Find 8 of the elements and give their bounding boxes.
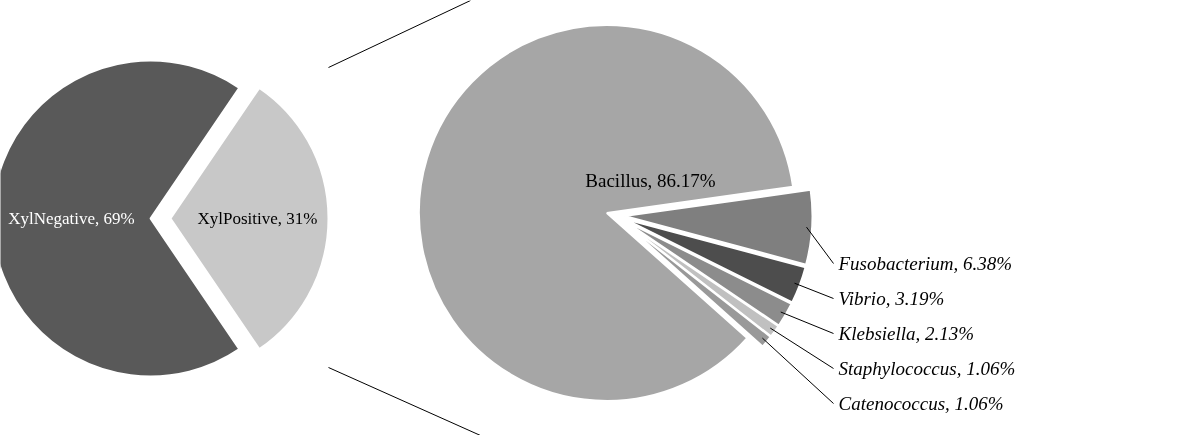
slice-label: Catenococcus, 1.06%	[838, 393, 1004, 414]
slice-label: XylPositive, 31%	[197, 209, 318, 228]
slice-label: Fusobacterium, 6.38%	[837, 253, 1013, 274]
slice-label: Vibrio, 3.19%	[838, 288, 945, 309]
slice-label: Staphylococcus, 1.06%	[838, 358, 1016, 379]
slice-label: Klebsiella, 2.13%	[837, 323, 975, 344]
slice-label: XylNegative, 69%	[8, 209, 135, 228]
slice-label: Bacillus, 86.17%	[585, 170, 716, 191]
